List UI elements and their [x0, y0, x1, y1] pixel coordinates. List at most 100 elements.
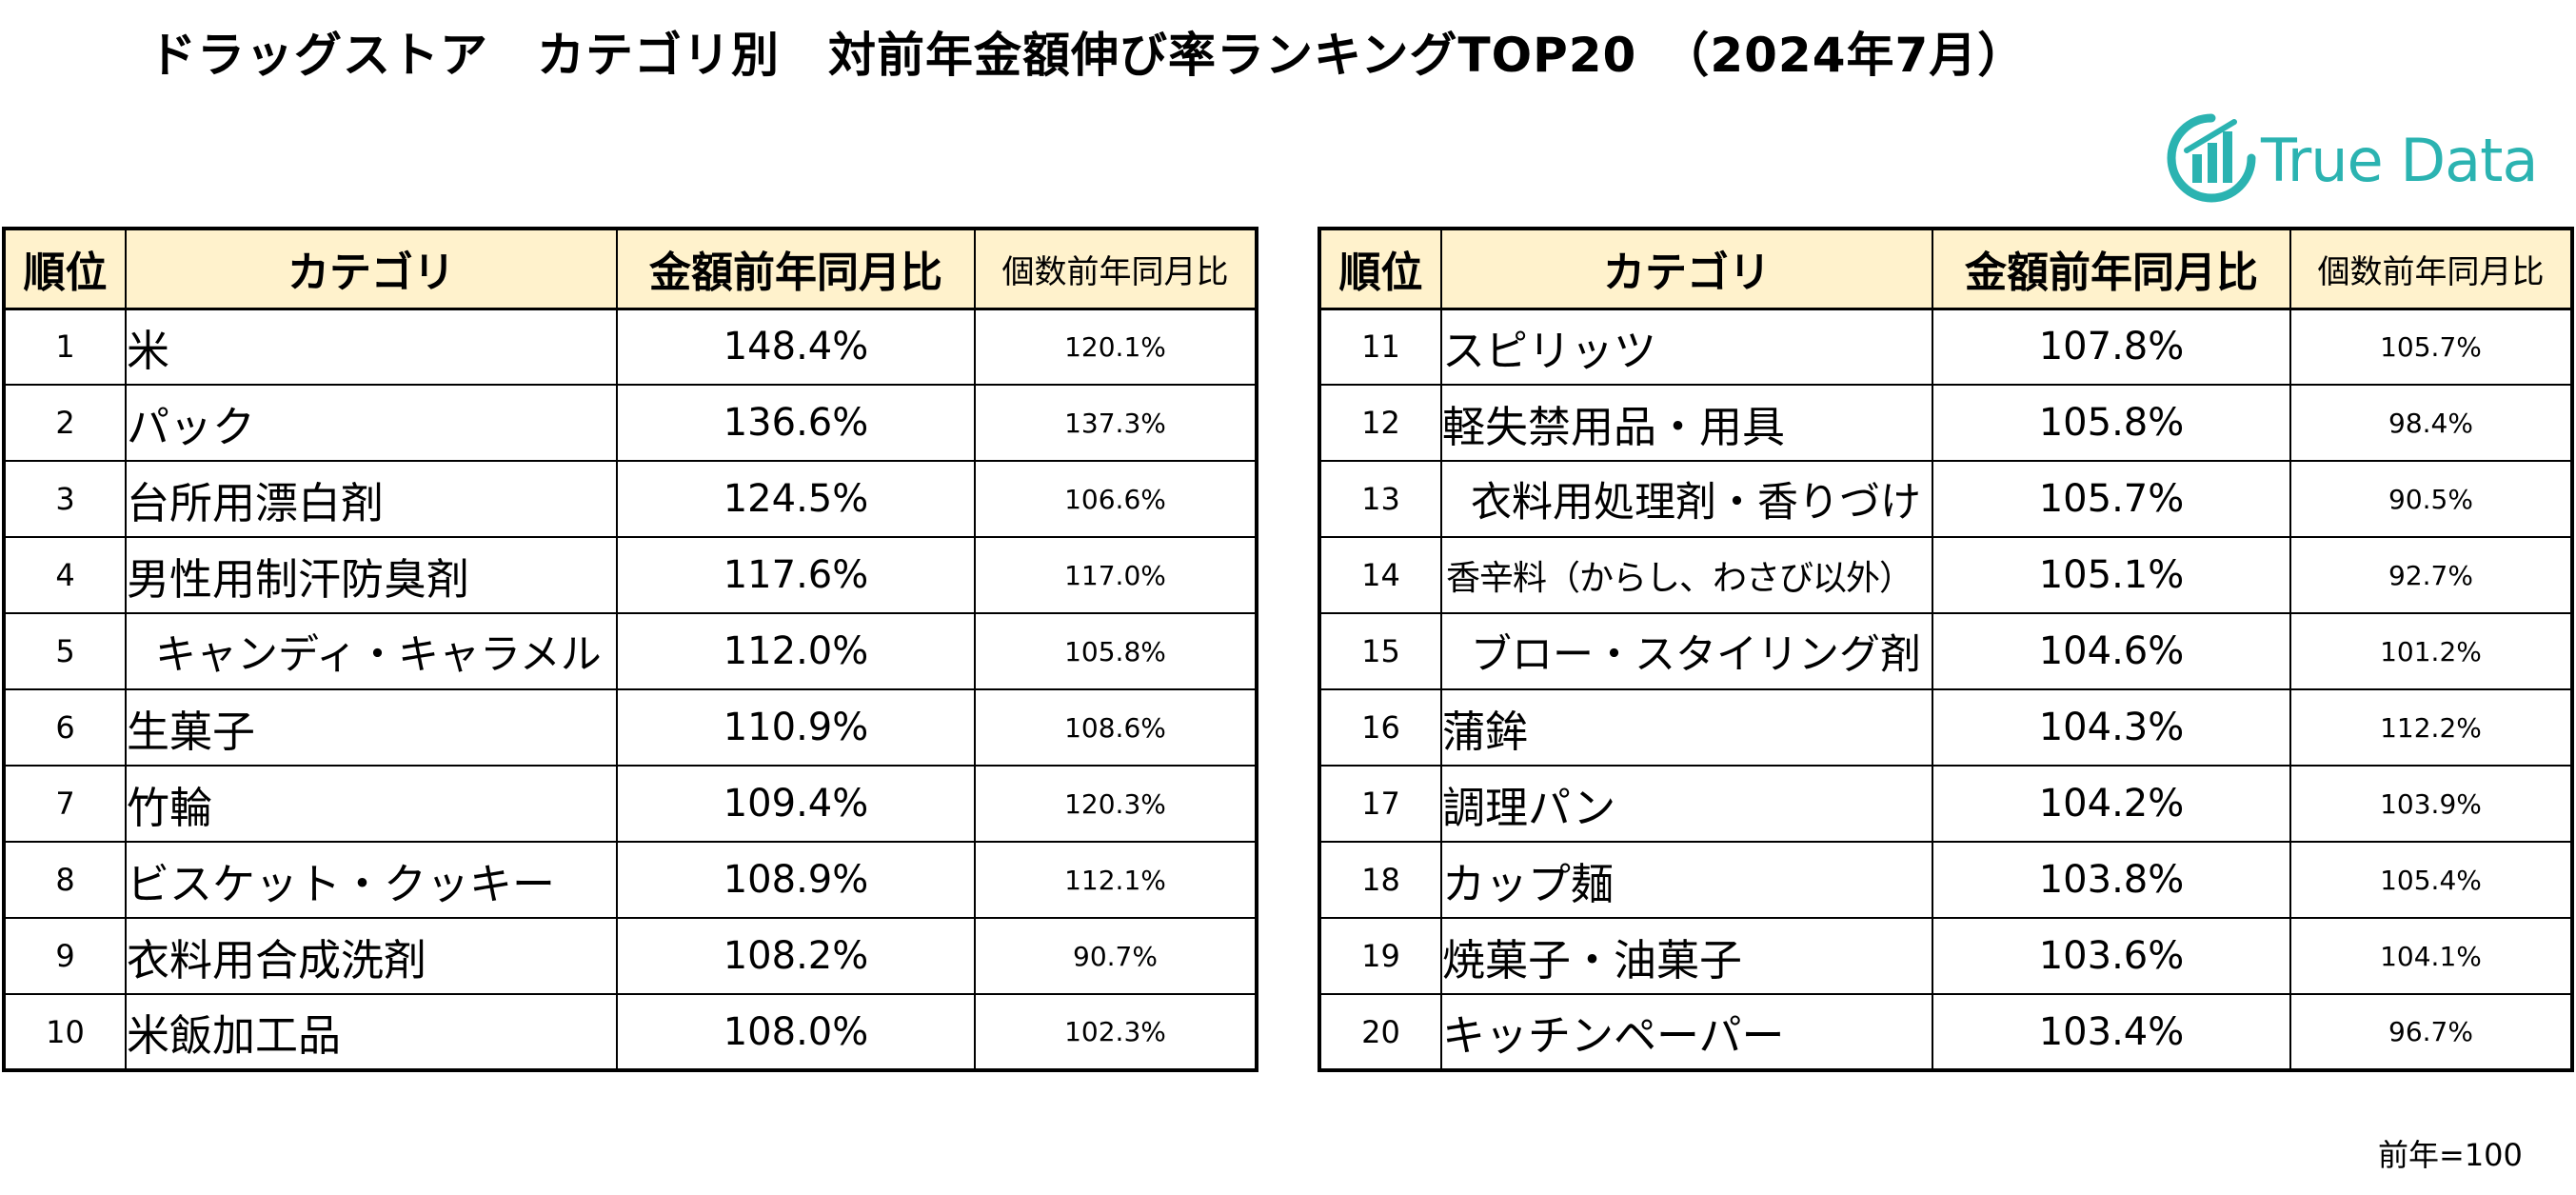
category-cell: 衣料用処理剤・香りづけ [1440, 460, 1933, 538]
category-cell: キッチンペーパー [1440, 993, 1933, 1071]
amount-yoy-cell: 103.4% [1932, 993, 2291, 1071]
quantity-yoy-cell: 120.3% [974, 765, 1258, 843]
logo-text: True Data [2261, 126, 2538, 195]
table-row: 10 米飯加工品 108.0% 102.3% [3, 993, 1258, 1071]
quantity-yoy-cell: 105.4% [2289, 841, 2573, 919]
amount-yoy-cell: 104.3% [1932, 688, 2291, 767]
quantity-yoy-cell: 137.3% [974, 384, 1258, 462]
amount-yoy-cell: 108.2% [616, 917, 976, 995]
header-amount-yoy: 金額前年同月比 [616, 228, 976, 310]
header-amount-yoy: 金額前年同月比 [1932, 228, 2291, 310]
bar-chart-logo-icon [2167, 113, 2256, 203]
amount-yoy-cell: 110.9% [616, 688, 976, 767]
amount-yoy-cell: 105.8% [1932, 384, 2291, 462]
category-cell: 軽失禁用品・用具 [1440, 384, 1933, 462]
category-cell: 男性用制汗防臭剤 [125, 536, 618, 614]
header-category: カテゴリ [1440, 228, 1933, 310]
quantity-yoy-cell: 112.1% [974, 841, 1258, 919]
quantity-yoy-cell: 112.2% [2289, 688, 2573, 767]
amount-yoy-cell: 107.8% [1932, 308, 2291, 386]
rank-cell: 20 [1318, 993, 1442, 1071]
rank-cell: 17 [1318, 765, 1442, 843]
category-cell: ビスケット・クッキー [125, 841, 618, 919]
header-quantity-yoy: 個数前年同月比 [2289, 228, 2573, 310]
table-row: 7 竹輪 109.4% 120.3% [3, 765, 1258, 843]
table-row: 19 焼菓子・油菓子 103.6% 104.1% [1318, 917, 2573, 995]
quantity-yoy-cell: 106.6% [974, 460, 1258, 538]
rank-cell: 11 [1318, 308, 1442, 386]
table-row: 6 生菓子 110.9% 108.6% [3, 688, 1258, 767]
rank-cell: 1 [3, 308, 127, 386]
table-row: 9 衣料用合成洗剤 108.2% 90.7% [3, 917, 1258, 995]
quantity-yoy-cell: 101.2% [2289, 612, 2573, 690]
rank-cell: 14 [1318, 536, 1442, 614]
rank-cell: 19 [1318, 917, 1442, 995]
page-title: ドラッグストア カテゴリ別 対前年金額伸び率ランキングTOP20 （2024年7… [149, 28, 2027, 83]
header-quantity-yoy: 個数前年同月比 [974, 228, 1258, 310]
table-row: 2 パック 136.6% 137.3% [3, 384, 1258, 462]
table-header-row: 順位 カテゴリ 金額前年同月比 個数前年同月比 [3, 228, 1258, 310]
quantity-yoy-cell: 105.7% [2289, 308, 2573, 386]
quantity-yoy-cell: 120.1% [974, 308, 1258, 386]
table-row: 17 調理パン 104.2% 103.9% [1318, 765, 2573, 843]
amount-yoy-cell: 105.1% [1932, 536, 2291, 614]
table-header-row: 順位 カテゴリ 金額前年同月比 個数前年同月比 [1318, 228, 2573, 310]
rank-cell: 18 [1318, 841, 1442, 919]
category-cell: 調理パン [1440, 765, 1933, 843]
table-row: 18 カップ麺 103.8% 105.4% [1318, 841, 2573, 919]
category-cell: パック [125, 384, 618, 462]
table-row: 16 蒲鉾 104.3% 112.2% [1318, 688, 2573, 767]
table-row: 20 キッチンペーパー 103.4% 96.7% [1318, 993, 2573, 1071]
rank-cell: 9 [3, 917, 127, 995]
category-cell: 米 [125, 308, 618, 386]
table-row: 12 軽失禁用品・用具 105.8% 98.4% [1318, 384, 2573, 462]
amount-yoy-cell: 124.5% [616, 460, 976, 538]
rank-cell: 10 [3, 993, 127, 1071]
amount-yoy-cell: 108.0% [616, 993, 976, 1071]
quantity-yoy-cell: 108.6% [974, 688, 1258, 767]
amount-yoy-cell: 103.8% [1932, 841, 2291, 919]
table-row: 13 衣料用処理剤・香りづけ 105.7% 90.5% [1318, 460, 2573, 538]
amount-yoy-cell: 112.0% [616, 612, 976, 690]
quantity-yoy-cell: 103.9% [2289, 765, 2573, 843]
table-row: 4 男性用制汗防臭剤 117.6% 117.0% [3, 536, 1258, 614]
rank-cell: 13 [1318, 460, 1442, 538]
amount-yoy-cell: 108.9% [616, 841, 976, 919]
amount-yoy-cell: 105.7% [1932, 460, 2291, 538]
amount-yoy-cell: 148.4% [616, 308, 976, 386]
amount-yoy-cell: 136.6% [616, 384, 976, 462]
header-rank: 順位 [1318, 228, 1442, 310]
quantity-yoy-cell: 104.1% [2289, 917, 2573, 995]
quantity-yoy-cell: 92.7% [2289, 536, 2573, 614]
ranking-table-right: 順位 カテゴリ 金額前年同月比 個数前年同月比 11 スピリッツ 107.8% 105… [1318, 227, 2574, 1072]
base-note: 前年=100 [2378, 1137, 2523, 1173]
amount-yoy-cell: 104.2% [1932, 765, 2291, 843]
category-cell: 竹輪 [125, 765, 618, 843]
rank-cell: 2 [3, 384, 127, 462]
quantity-yoy-cell: 98.4% [2289, 384, 2573, 462]
amount-yoy-cell: 117.6% [616, 536, 976, 614]
category-cell: スピリッツ [1440, 308, 1933, 386]
quantity-yoy-cell: 90.5% [2289, 460, 2573, 538]
category-cell: 蒲鉾 [1440, 688, 1933, 767]
amount-yoy-cell: 104.6% [1932, 612, 2291, 690]
table-row: 11 スピリッツ 107.8% 105.7% [1318, 308, 2573, 386]
rank-cell: 5 [3, 612, 127, 690]
category-cell: 台所用漂白剤 [125, 460, 618, 538]
table-row: 15 ブロー・スタイリング剤 104.6% 101.2% [1318, 612, 2573, 690]
ranking-table-left: 順位 カテゴリ 金額前年同月比 個数前年同月比 1 米 148.4% 120.1% 2 パ… [2, 227, 1258, 1072]
quantity-yoy-cell: 105.8% [974, 612, 1258, 690]
table-row: 5 キャンディ・キャラメル 112.0% 105.8% [3, 612, 1258, 690]
rank-cell: 12 [1318, 384, 1442, 462]
rank-cell: 4 [3, 536, 127, 614]
category-cell: 香辛料（からし、わさび以外） [1440, 536, 1933, 614]
table-row: 14 香辛料（からし、わさび以外） 105.1% 92.7% [1318, 536, 2573, 614]
header-rank: 順位 [3, 228, 127, 310]
amount-yoy-cell: 109.4% [616, 765, 976, 843]
table-row: 1 米 148.4% 120.1% [3, 308, 1258, 386]
rank-cell: 3 [3, 460, 127, 538]
category-cell: 焼菓子・油菓子 [1440, 917, 1933, 995]
table-row: 8 ビスケット・クッキー 108.9% 112.1% [3, 841, 1258, 919]
quantity-yoy-cell: 90.7% [974, 917, 1258, 995]
rank-cell: 7 [3, 765, 127, 843]
